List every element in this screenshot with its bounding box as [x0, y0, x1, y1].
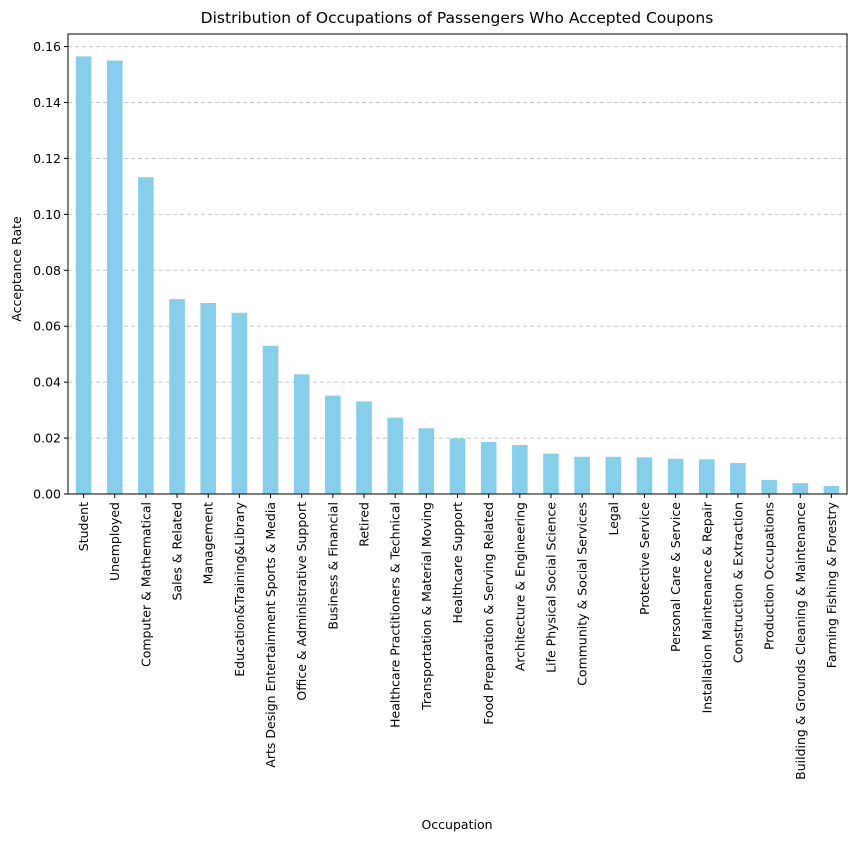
bar [138, 177, 154, 494]
bar [262, 345, 279, 494]
y-axis-label: Acceptance Rate [9, 216, 24, 322]
x-tick-label: Community & Social Services [575, 502, 590, 686]
bar [75, 56, 92, 494]
x-tick-label: Transportation & Material Moving [419, 502, 434, 711]
bar [169, 299, 185, 494]
y-tick-label: 0.08 [33, 263, 61, 278]
chart-title: Distribution of Occupations of Passenger… [201, 9, 714, 27]
bar [387, 417, 403, 494]
x-tick-label: Education&Training&Library [232, 501, 247, 676]
y-axis-ticks: 0.00 0.02 0.04 0.06 0.08 0.10 0.12 0.14 0.16 [33, 39, 68, 502]
x-tick-label: Construction & Extraction [730, 502, 745, 663]
x-tick-label: Installation Maintenance & Repair [699, 501, 714, 713]
bar [418, 428, 435, 494]
y-tick-label: 0.04 [33, 375, 61, 390]
bar [480, 441, 497, 494]
bar [636, 457, 653, 494]
x-tick-label: Management [201, 502, 216, 584]
x-tick-label: Arts Design Entertainment Sports & Media [263, 502, 278, 768]
bar [356, 401, 372, 494]
x-tick-label: Food Preparation & Serving Related [481, 502, 496, 725]
bar [512, 445, 528, 494]
x-tick-label: Retired [357, 502, 372, 547]
x-tick-label: Legal [606, 502, 621, 536]
bars [75, 56, 840, 495]
bar [730, 462, 746, 494]
bar [761, 480, 777, 494]
y-tick-label: 0.14 [33, 95, 61, 110]
x-tick-label: Farming Fishing & Forestry [824, 501, 839, 668]
bar [325, 395, 341, 494]
x-tick-label: Healthcare Support [450, 502, 465, 624]
x-tick-label: Personal Care & Service [668, 502, 683, 652]
y-tick-label: 0.02 [33, 431, 61, 446]
bar [200, 303, 217, 494]
bar [605, 456, 622, 494]
bar [293, 374, 310, 494]
x-tick-label: Protective Service [637, 502, 652, 615]
x-tick-label: Sales & Related [170, 502, 185, 600]
bar [231, 312, 248, 494]
bar [543, 453, 559, 494]
y-tick-label: 0.00 [33, 487, 61, 502]
y-tick-label: 0.12 [33, 151, 61, 166]
x-tick-label: Student [76, 502, 91, 551]
bar [449, 438, 466, 494]
x-tick-label: Office & Administrative Support [294, 502, 309, 701]
x-tick-label: Healthcare Practitioners & Technical [388, 502, 403, 728]
x-tick-label: Life Physical Social Science [543, 502, 558, 673]
x-tick-label: Production Occupations [762, 502, 777, 650]
y-tick-label: 0.06 [33, 319, 61, 334]
x-tick-label: Business & Financial [325, 502, 340, 630]
x-tick-label: Computer & Mathematical [138, 502, 153, 667]
bar [106, 60, 123, 495]
x-axis-ticks: Student Unemployed Computer & Mathematical… [76, 494, 839, 780]
x-tick-label: Architecture & Engineering [512, 502, 527, 671]
y-tick-label: 0.16 [33, 39, 61, 54]
x-axis-label: Occupation [421, 817, 492, 832]
x-tick-label: Unemployed [107, 502, 122, 581]
bar [667, 458, 684, 494]
bar [792, 483, 809, 494]
bar [698, 459, 715, 494]
y-tick-label: 0.10 [33, 207, 61, 222]
bar [574, 456, 590, 494]
bar [823, 485, 840, 494]
x-tick-label: Building & Grounds Cleaning & Maintenanc… [793, 502, 808, 780]
